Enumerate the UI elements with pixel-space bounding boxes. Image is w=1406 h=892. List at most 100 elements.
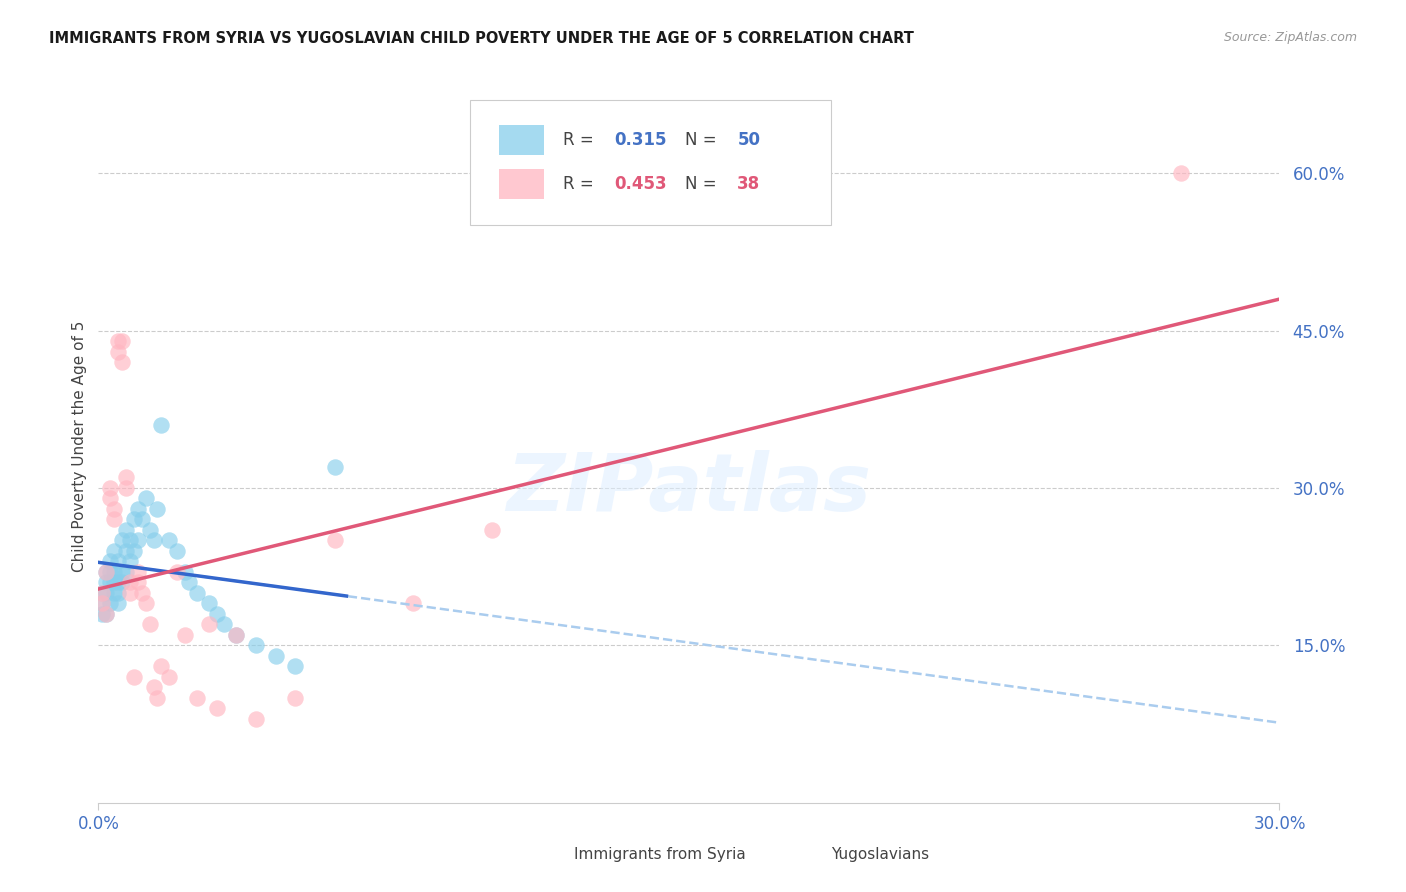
- Point: [103, 565, 125, 579]
- Point: [166, 565, 188, 579]
- Point: [205, 701, 228, 715]
- Point: [107, 344, 129, 359]
- Point: [98, 481, 121, 495]
- Point: [177, 575, 200, 590]
- FancyBboxPatch shape: [778, 840, 820, 868]
- Text: R =: R =: [562, 131, 599, 149]
- Point: [118, 554, 141, 568]
- Point: [91, 586, 114, 600]
- Point: [186, 586, 208, 600]
- Point: [118, 575, 141, 590]
- Point: [142, 681, 165, 695]
- Text: 38: 38: [737, 175, 761, 193]
- Text: 50: 50: [737, 131, 761, 149]
- Point: [96, 586, 118, 600]
- Point: [107, 596, 129, 610]
- Point: [115, 470, 138, 484]
- Y-axis label: Child Poverty Under the Age of 5: Child Poverty Under the Age of 5: [72, 320, 87, 572]
- Point: [186, 690, 208, 705]
- Point: [107, 575, 129, 590]
- Text: 0.315: 0.315: [614, 131, 666, 149]
- Point: [138, 617, 160, 632]
- Point: [111, 565, 134, 579]
- Point: [91, 596, 114, 610]
- Point: [150, 659, 173, 673]
- Point: [150, 417, 173, 432]
- Point: [107, 554, 129, 568]
- Point: [111, 334, 134, 348]
- Text: 0.453: 0.453: [614, 175, 668, 193]
- Point: [115, 523, 138, 537]
- Point: [197, 596, 219, 610]
- Point: [122, 512, 145, 526]
- Point: [127, 565, 149, 579]
- Point: [166, 544, 188, 558]
- Point: [103, 544, 125, 558]
- Text: N =: N =: [685, 131, 717, 149]
- Point: [245, 712, 267, 726]
- Point: [115, 481, 138, 495]
- Point: [103, 512, 125, 526]
- Point: [157, 670, 180, 684]
- Point: [98, 491, 121, 506]
- Text: IMMIGRANTS FROM SYRIA VS YUGOSLAVIAN CHILD POVERTY UNDER THE AGE OF 5 CORRELATIO: IMMIGRANTS FROM SYRIA VS YUGOSLAVIAN CHI…: [49, 31, 914, 46]
- Point: [245, 639, 267, 653]
- Point: [107, 586, 129, 600]
- Point: [225, 628, 247, 642]
- Text: Source: ZipAtlas.com: Source: ZipAtlas.com: [1223, 31, 1357, 45]
- Point: [103, 586, 125, 600]
- Point: [103, 575, 125, 590]
- Point: [115, 544, 138, 558]
- Point: [135, 491, 157, 506]
- Point: [131, 586, 153, 600]
- Point: [135, 596, 157, 610]
- Point: [225, 628, 247, 642]
- Point: [323, 533, 346, 548]
- Point: [264, 648, 287, 663]
- Point: [115, 565, 138, 579]
- Point: [107, 334, 129, 348]
- Point: [118, 533, 141, 548]
- Point: [111, 575, 134, 590]
- Point: [103, 502, 125, 516]
- Text: R =: R =: [562, 175, 599, 193]
- Text: Yugoslavians: Yugoslavians: [831, 847, 929, 862]
- FancyBboxPatch shape: [499, 125, 544, 155]
- Point: [96, 565, 118, 579]
- Point: [98, 554, 121, 568]
- Point: [214, 617, 236, 632]
- Point: [481, 523, 503, 537]
- FancyBboxPatch shape: [499, 169, 544, 199]
- Point: [146, 502, 169, 516]
- Text: Immigrants from Syria: Immigrants from Syria: [575, 847, 747, 862]
- FancyBboxPatch shape: [471, 100, 831, 225]
- Point: [402, 596, 425, 610]
- Point: [96, 565, 118, 579]
- Point: [122, 544, 145, 558]
- Point: [98, 575, 121, 590]
- Point: [98, 596, 121, 610]
- Point: [96, 607, 118, 621]
- Point: [284, 659, 307, 673]
- Point: [323, 460, 346, 475]
- Point: [96, 607, 118, 621]
- Point: [197, 617, 219, 632]
- Point: [127, 502, 149, 516]
- Point: [131, 512, 153, 526]
- Point: [284, 690, 307, 705]
- Point: [98, 565, 121, 579]
- Point: [174, 565, 197, 579]
- Point: [205, 607, 228, 621]
- Point: [96, 575, 118, 590]
- Point: [91, 607, 114, 621]
- Point: [138, 523, 160, 537]
- Text: N =: N =: [685, 175, 717, 193]
- Point: [157, 533, 180, 548]
- Point: [91, 596, 114, 610]
- Point: [1170, 166, 1192, 180]
- Point: [118, 586, 141, 600]
- Point: [122, 670, 145, 684]
- Point: [174, 628, 197, 642]
- FancyBboxPatch shape: [522, 840, 564, 868]
- Point: [146, 690, 169, 705]
